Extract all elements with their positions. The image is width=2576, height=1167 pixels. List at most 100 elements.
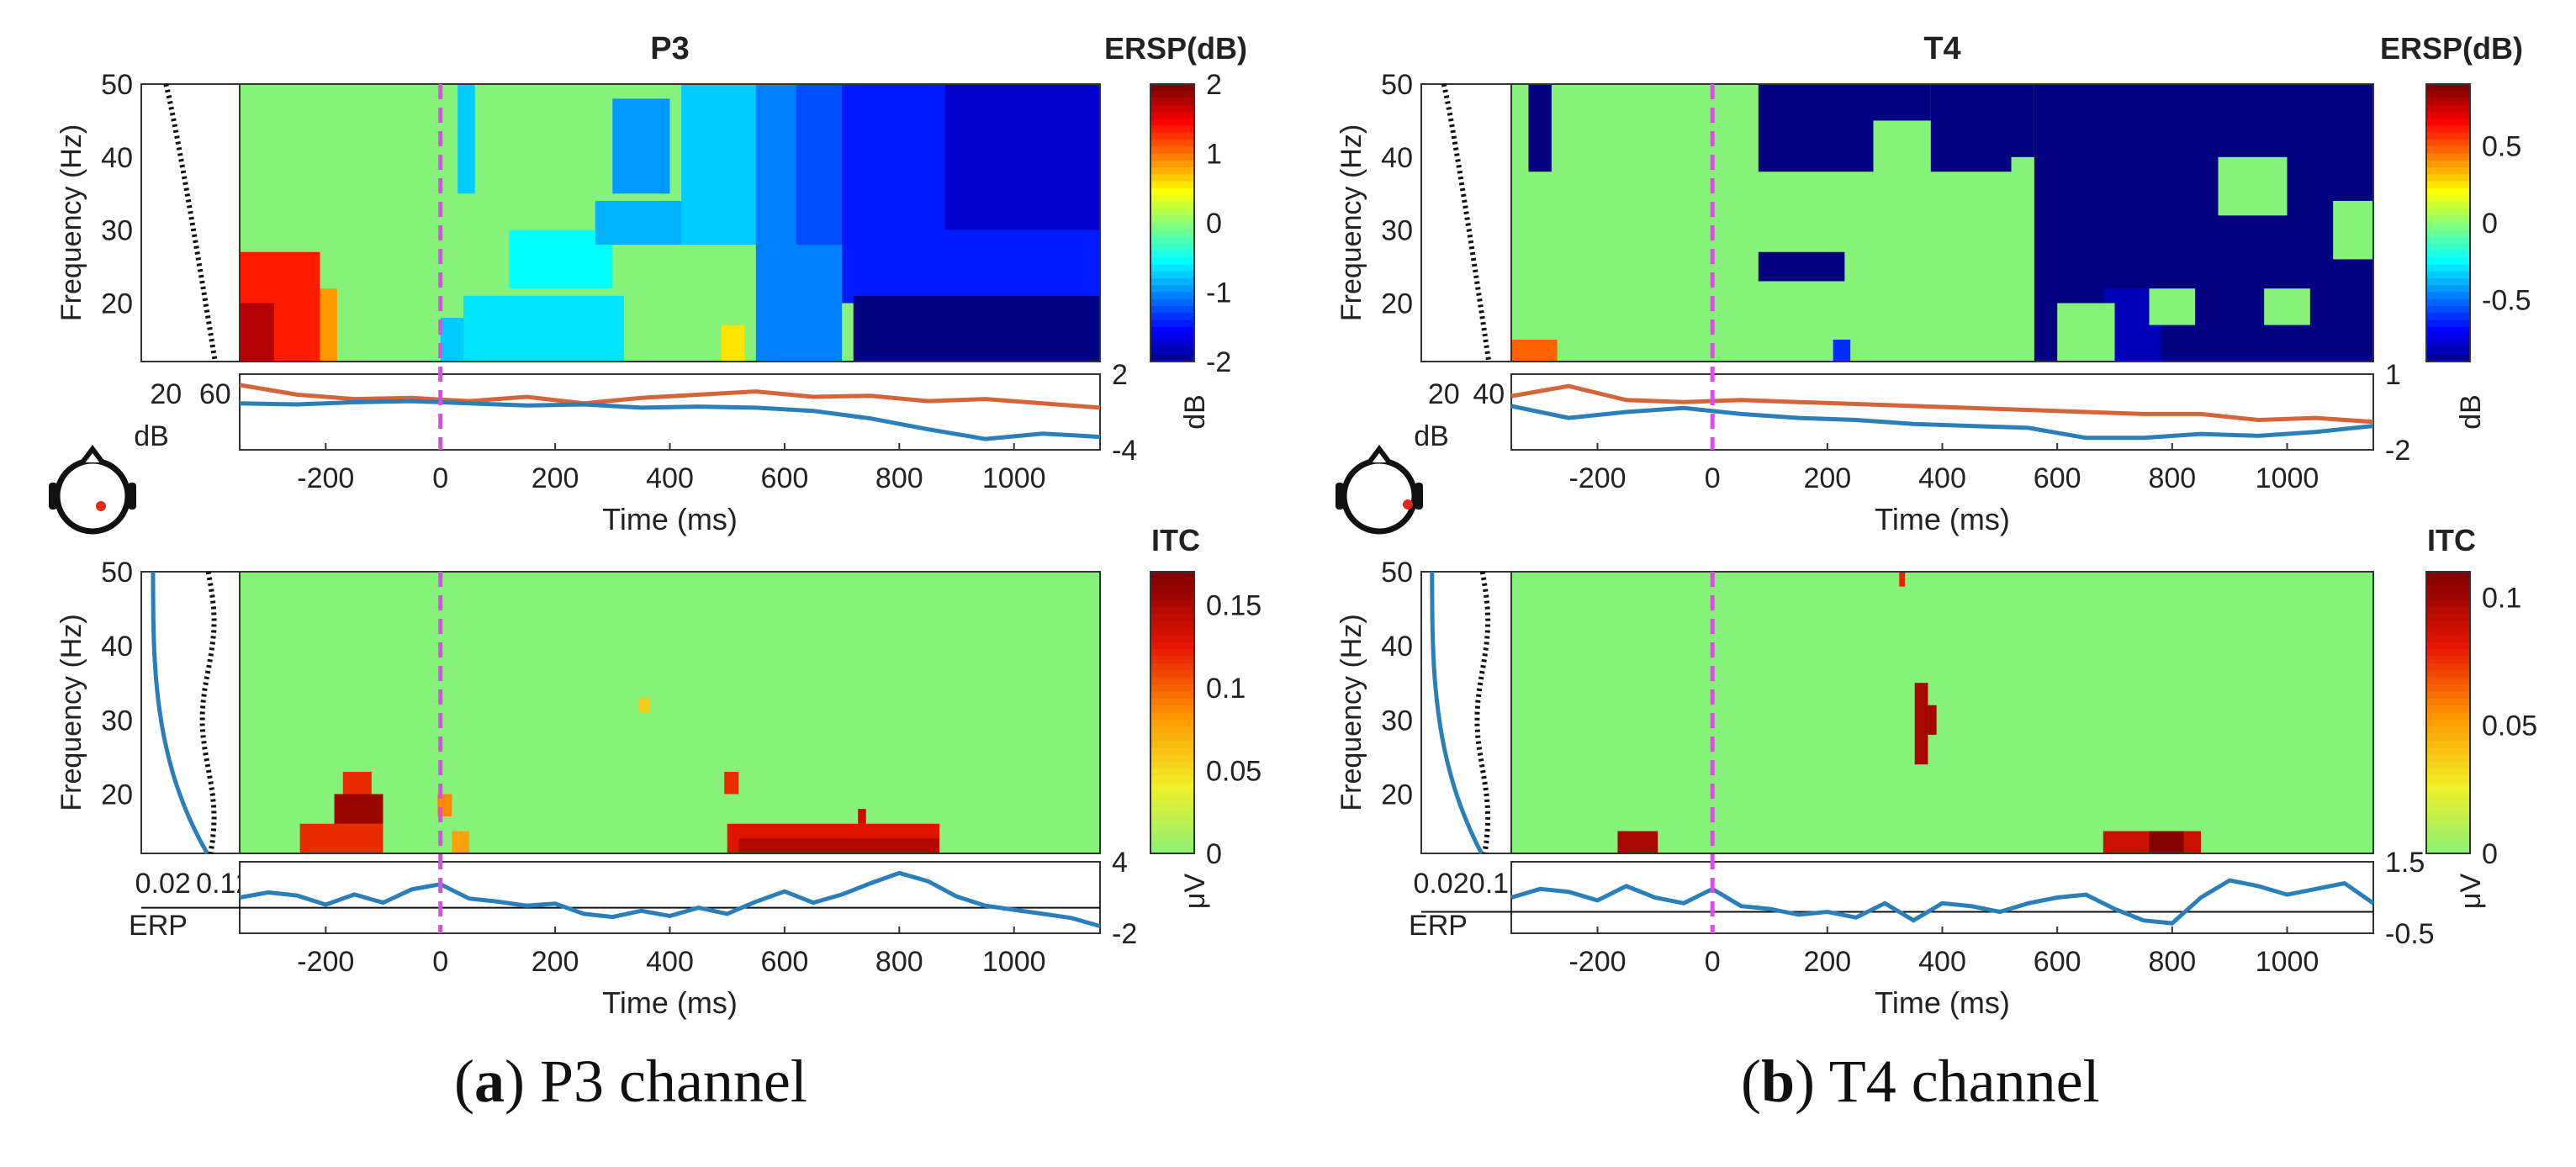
a-itc-cbar-seg-39 [1150, 846, 1194, 854]
a-itc-cbar-tick-3: 0 [1206, 838, 1222, 870]
a-erp-label: ERP [129, 910, 188, 942]
b-ersp-cbar-tick-1: 0 [2482, 208, 2498, 240]
b-ersp-cell-9 [2045, 230, 2103, 304]
b-itc-marginal-mean [1430, 572, 1484, 855]
a-ersp-cell-1 [240, 303, 274, 362]
b-itc-ytick-3: 20 [1381, 779, 1413, 811]
b-ersp-cbar-seg-22 [2426, 236, 2470, 245]
b-itc-cell-5 [2149, 831, 2184, 853]
a-ersp-xtick-5: 800 [875, 462, 923, 494]
a-ersp-trace-unit: dB [1179, 394, 1211, 430]
a-ersp-cell-14 [853, 295, 1100, 362]
b-itc-ytick-1: 40 [1381, 631, 1413, 663]
b-ersp-cbar-seg-16 [2426, 195, 2470, 203]
b-ersp-trace-lower [1510, 404, 2374, 441]
b-ersp-cbar-seg-8 [2426, 140, 2470, 148]
a-ersp-cbar-seg-37 [1150, 341, 1194, 349]
a-ersp-marginal-label: dB [134, 420, 169, 452]
a-ersp-cbar-seg-15 [1150, 187, 1194, 196]
b-itc-cbar-seg-29 [2426, 775, 2470, 784]
b-ersp-cbar-seg-29 [2426, 285, 2470, 293]
b-itc-cbar-seg-12 [2426, 656, 2470, 664]
a-erp-trace-ytick-0: 4 [1112, 847, 1128, 879]
b-ersp-cbar-seg-4 [2426, 112, 2470, 120]
b-ersp-cbar-seg-10 [2426, 153, 2470, 161]
a-ersp-cbar-seg-2 [1150, 98, 1194, 106]
b-ersp-cbar-seg-6 [2426, 125, 2470, 134]
a-ersp-cbar-seg-33 [1150, 313, 1194, 321]
a-itc-cbar-seg-37 [1150, 832, 1194, 841]
b-ersp-cell-1 [1511, 339, 1558, 362]
b-ersp-cbar-seg-15 [2426, 187, 2470, 196]
a-ersp-marginal-box [140, 83, 241, 362]
b-ersp-cbar-seg-21 [2426, 230, 2470, 238]
b-itc-cbar-seg-24 [2426, 741, 2470, 749]
a-ersp-ylabel: Frequency (Hz) [56, 124, 87, 321]
a-ersp-cbar-seg-6 [1150, 125, 1194, 134]
a-head-nose [80, 445, 105, 464]
panel-b-t4: T4 50 40 30 20 Frequency (Hz) 20 40 dB ERSP(dB) 0.… [1336, 31, 2537, 1020]
b-head-ear-left [1336, 483, 1344, 510]
b-itc-cbar-tick-0: 0.1 [2482, 582, 2521, 614]
a-itc-cbar-seg-38 [1150, 839, 1194, 848]
b-head-icon [1341, 457, 1418, 535]
b-ersp-cbar-seg-2 [2426, 98, 2470, 106]
a-itc-cbar-seg-13 [1150, 663, 1194, 672]
a-itc-cell-6 [724, 772, 739, 795]
b-itc-cbar-seg-21 [2426, 719, 2470, 728]
a-ersp-cbar-seg-18 [1150, 209, 1194, 217]
b-ersp-ytick-0: 50 [1381, 69, 1413, 101]
a-itc-cbar-frame [1150, 571, 1195, 854]
b-ersp-cbar-seg-32 [2426, 306, 2470, 314]
a-itc-cbar-seg-14 [1150, 670, 1194, 679]
b-ersp-cbar-seg-37 [2426, 341, 2470, 349]
a-ersp-cbar-seg-29 [1150, 285, 1194, 293]
a-head-ear-left [49, 483, 57, 510]
b-ersp-cbar-seg-12 [2426, 167, 2470, 176]
a-itc-cbar-seg-0 [1150, 572, 1194, 580]
b-ersp-cbar-seg-11 [2426, 160, 2470, 168]
a-itc-cbar-seg-4 [1150, 599, 1194, 608]
a-ersp-xlabel: Time (ms) [602, 502, 738, 536]
b-itc-cbar-seg-17 [2426, 691, 2470, 700]
b-itc-cbar-seg-2 [2426, 585, 2470, 594]
b-erp-trace-unit: μV [2455, 874, 2487, 910]
b-itc-cbar-seg-36 [2426, 825, 2470, 833]
a-itc-cbar-seg-35 [1150, 818, 1194, 826]
a-ersp-trace-lower [239, 399, 1101, 441]
a-itc-cbar-seg-7 [1150, 620, 1194, 629]
b-ersp-neutral-4 [2333, 200, 2373, 260]
b-itc-background [1511, 572, 2373, 853]
b-ersp-cbar-seg-24 [2426, 251, 2470, 259]
b-ersp-cbar-seg-14 [2426, 181, 2470, 189]
b-ersp-cbar-seg-13 [2426, 174, 2470, 182]
a-ersp-ytick-2: 30 [101, 215, 133, 247]
a-itc-ytick-2: 30 [101, 705, 133, 737]
b-itc-ytick-0: 50 [1381, 557, 1413, 589]
b-ersp-neutral-1 [2149, 288, 2196, 325]
b-ersp-cbar-frame [2425, 83, 2471, 362]
b-ersp-cbar-tick-0: 0.5 [2482, 130, 2521, 162]
a-itc-cell-2 [342, 772, 372, 795]
b-itc-cbar-seg-30 [2426, 783, 2470, 791]
b-itc-cbar-seg-39 [2426, 846, 2470, 854]
b-ersp-cbar-seg-0 [2426, 84, 2470, 92]
a-ersp-cell-9 [681, 84, 762, 246]
a-itc-cell-8 [738, 838, 940, 853]
b-itc-cbar-seg-18 [2426, 698, 2470, 707]
a-ersp-cell-10 [721, 325, 745, 362]
a-itc-cbar-seg-22 [1150, 726, 1194, 735]
a-ersp-cbar-seg-8 [1150, 140, 1194, 148]
a-itc-marginal-sig [199, 571, 217, 854]
a-ersp-xtick-0: -200 [297, 462, 354, 494]
a-itc-cbar-seg-11 [1150, 649, 1194, 657]
b-ersp-ytick-3: 20 [1381, 288, 1413, 320]
a-ersp-cbar-seg-30 [1150, 292, 1194, 300]
a-ersp-cbar-seg-16 [1150, 195, 1194, 203]
a-electrode-marker [96, 501, 106, 511]
a-itc-cbar-tick-1: 0.1 [1206, 673, 1246, 705]
b-ersp-xtick-4: 600 [2034, 462, 2081, 494]
a-itc-cbar-tick-2: 0.05 [1206, 755, 1262, 787]
b-itc-cbar-seg-38 [2426, 839, 2470, 848]
b-ersp-cbar-seg-7 [2426, 132, 2470, 140]
